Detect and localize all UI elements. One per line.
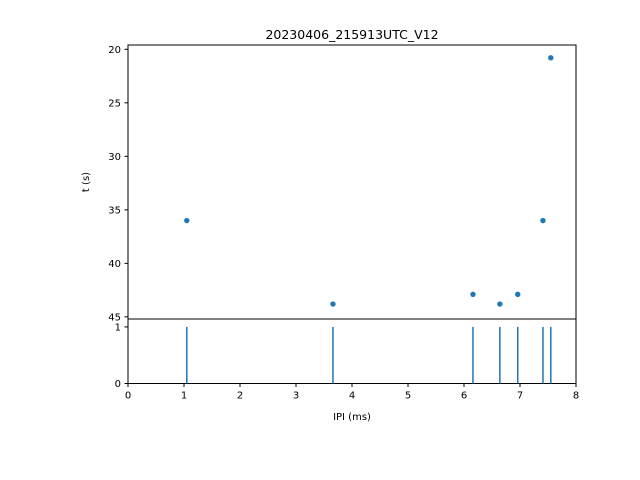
x-axis-label: IPI (ms)	[333, 412, 371, 423]
y-tick-label: 25	[108, 98, 121, 109]
y-tick-label: 20	[108, 45, 121, 56]
y-axis-label: t (s)	[81, 172, 92, 192]
x-tick-label: 2	[237, 391, 243, 402]
x-tick-label: 8	[573, 391, 579, 402]
scatter-point	[548, 55, 554, 61]
y-tick-label: 40	[108, 259, 121, 270]
x-tick-label: 3	[293, 391, 299, 402]
x-tick-label: 7	[517, 391, 523, 402]
y-tick-label: 0	[115, 379, 121, 390]
y-tick-label: 35	[108, 205, 121, 216]
plot-title: 20230406_215913UTC_V12	[265, 27, 438, 42]
event-subplot: 0 1 0 1 2 3 4 5 6 7 8	[115, 318, 579, 402]
y-tick-label: 45	[108, 312, 121, 323]
x-tick-label: 4	[349, 391, 355, 402]
x-tick-label: 5	[405, 391, 411, 402]
scatter-point	[330, 301, 336, 307]
y-tick-label: 30	[108, 152, 121, 163]
y-tick-label: 1	[115, 322, 121, 333]
scatter-point	[515, 291, 521, 298]
x-tick-label: 1	[181, 391, 187, 402]
x-tick-label: 0	[125, 391, 131, 402]
scatter-point	[184, 217, 190, 224]
scatter-point	[497, 301, 503, 307]
scatter-point	[470, 291, 476, 298]
scatter-point	[540, 217, 546, 224]
x-tick-label: 6	[461, 391, 467, 402]
